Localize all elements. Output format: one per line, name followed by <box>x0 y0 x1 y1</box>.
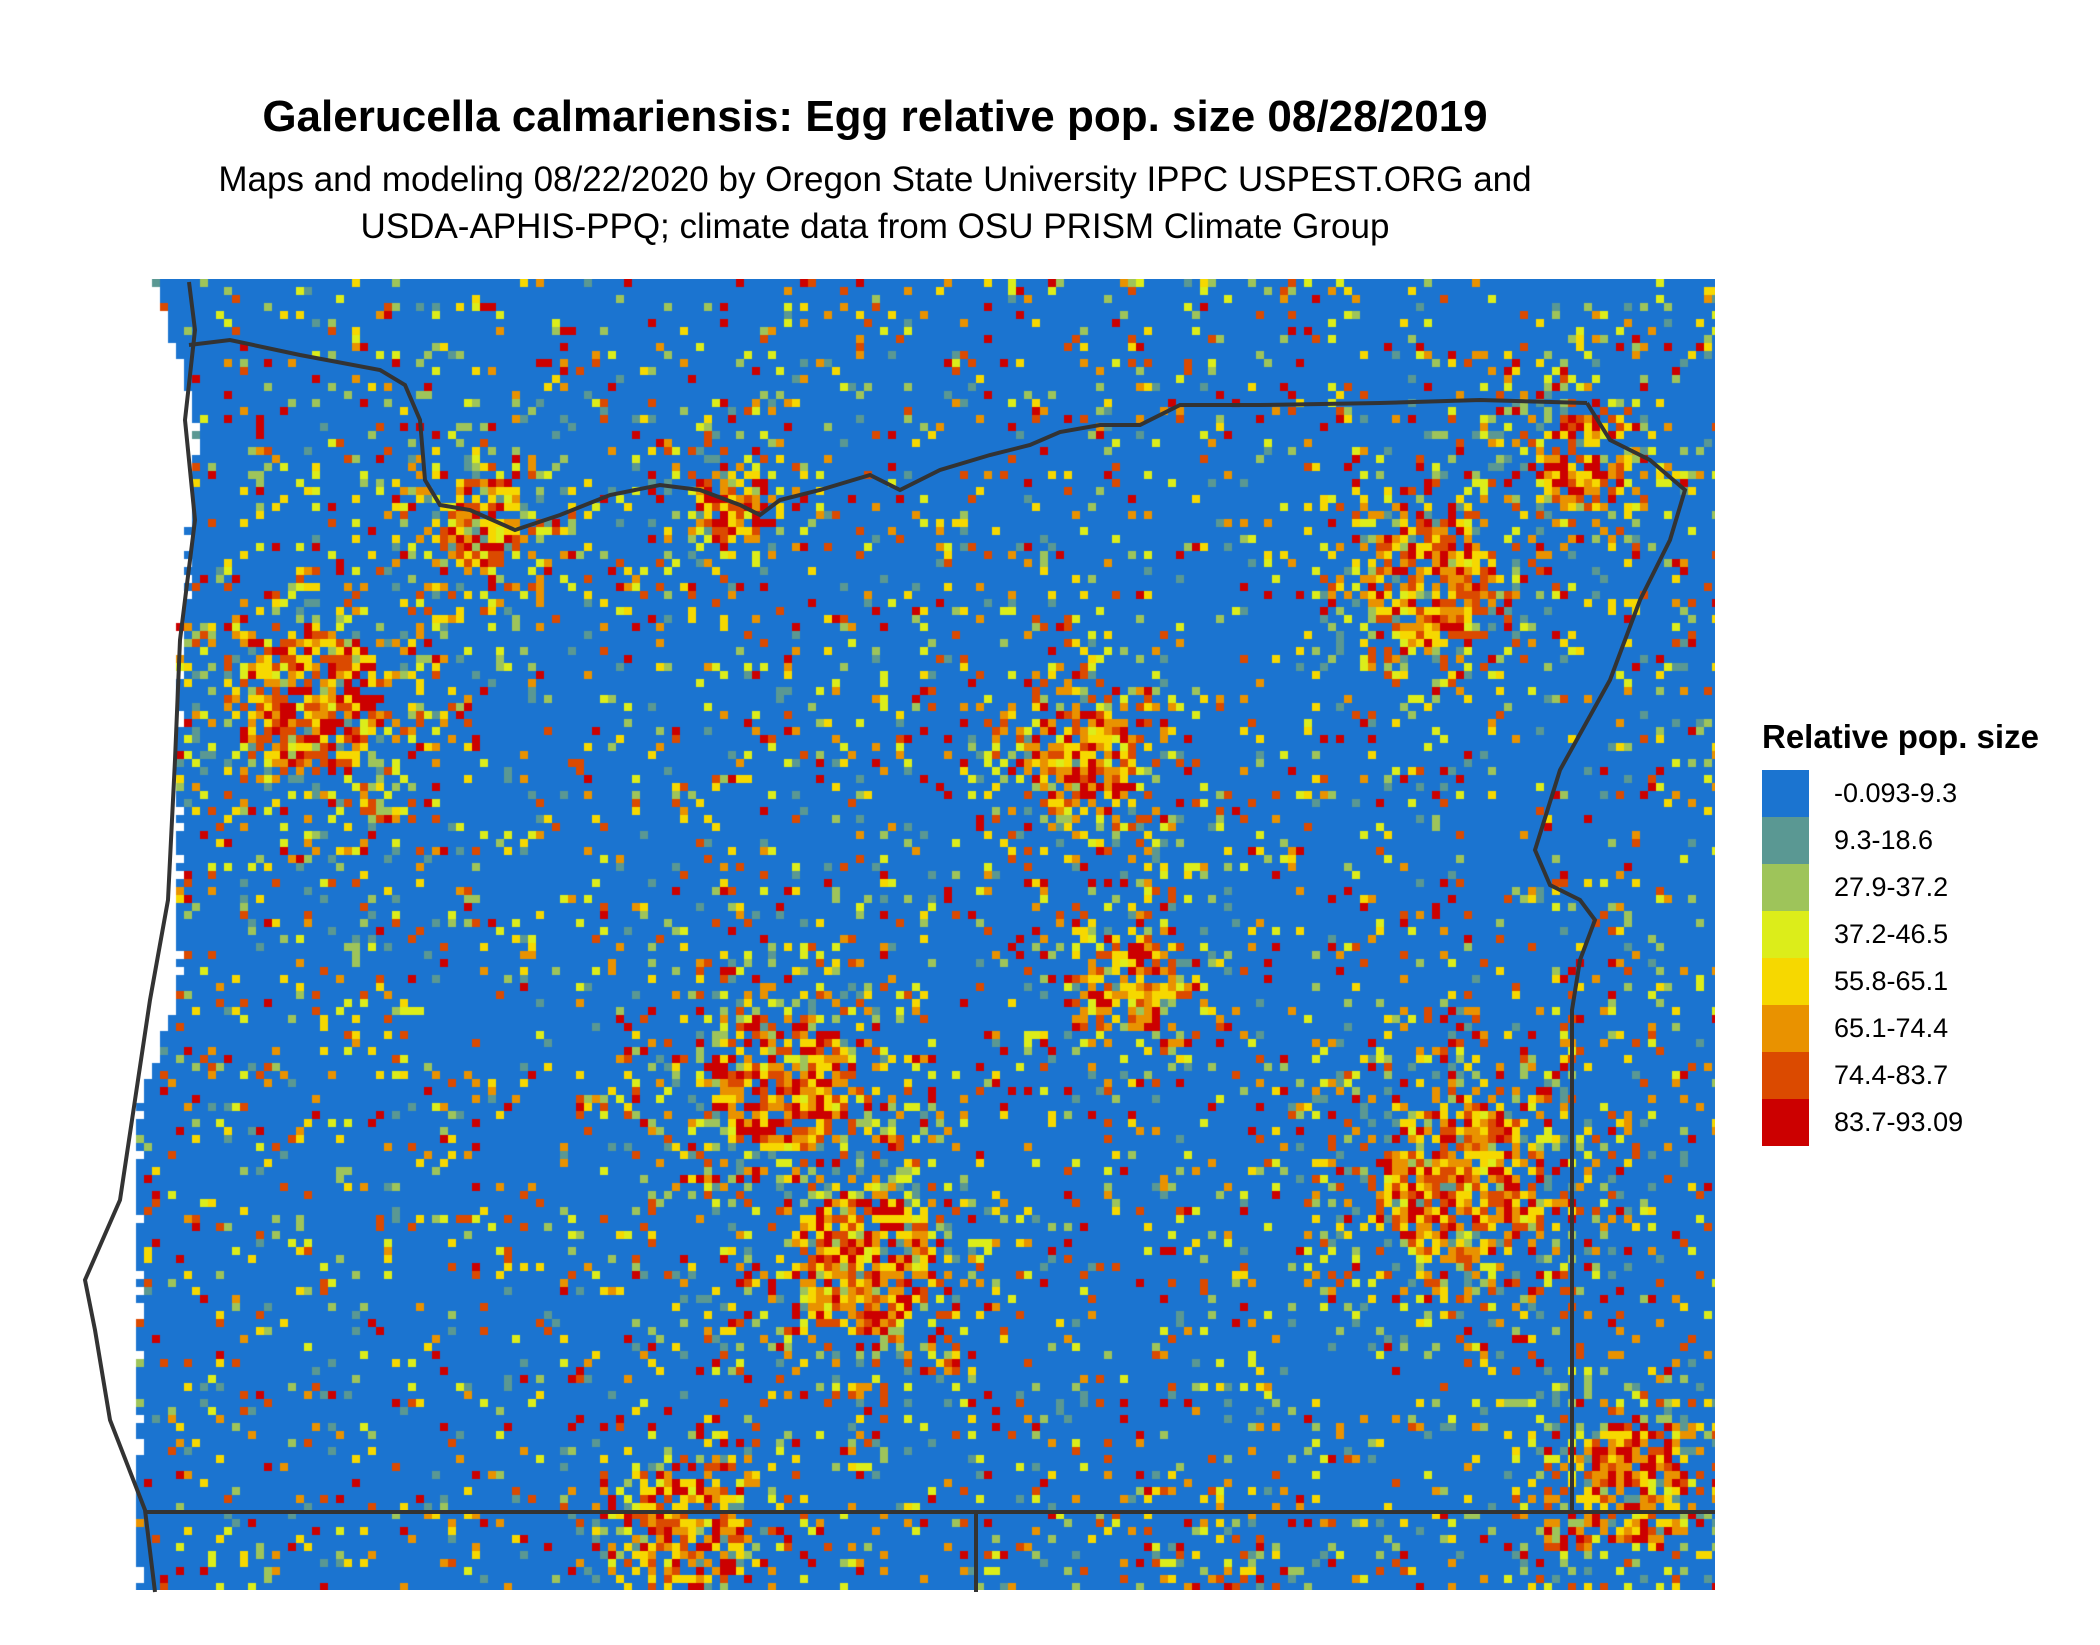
legend-label: 65.1-74.4 <box>1834 1013 1949 1043</box>
legend: Relative pop. size -0.093-9.3 9.3-18.6 27.… <box>1762 718 2039 1146</box>
legend-label: 55.8-65.1 <box>1834 966 1949 996</box>
legend-label: 27.9-37.2 <box>1834 872 1949 902</box>
legend-swatch <box>1762 1099 1809 1146</box>
legend-label: 9.3-18.6 <box>1834 825 1934 855</box>
map-title: Galerucella calmariensis: Egg relative p… <box>262 92 1488 141</box>
legend-swatch <box>1762 817 1809 864</box>
legend-label: 83.7-93.09 <box>1834 1107 1964 1137</box>
legend-item: 27.9-37.2 <box>1762 864 2039 911</box>
map-subtitle-line1: Maps and modeling 08/22/2020 by Oregon S… <box>218 160 1532 199</box>
legend-label: 37.2-46.5 <box>1834 919 1949 949</box>
legend-swatch <box>1762 864 1809 911</box>
legend-swatch <box>1762 911 1809 958</box>
legend-title: Relative pop. size <box>1762 718 2039 755</box>
raster-map <box>128 279 1715 1590</box>
idaho-oregon-border <box>1532 401 1688 1512</box>
coastline <box>82 281 198 1593</box>
legend-label: -0.093-9.3 <box>1834 778 1958 808</box>
legend-swatch <box>1762 1052 1809 1099</box>
legend-item: 65.1-74.4 <box>1762 1005 2039 1052</box>
legend-item: 55.8-65.1 <box>1762 958 2039 1005</box>
legend-swatch <box>1762 1005 1809 1052</box>
legend-item: 74.4-83.7 <box>1762 1052 2039 1099</box>
map-subtitle-line2: USDA-APHIS-PPQ; climate data from OSU PR… <box>360 207 1390 246</box>
legend-item: 83.7-93.09 <box>1762 1099 2039 1146</box>
legend-label: 74.4-83.7 <box>1834 1060 1949 1090</box>
legend-swatch <box>1762 770 1809 817</box>
legend-item: 9.3-18.6 <box>1762 817 2039 864</box>
legend-item: 37.2-46.5 <box>1762 911 2039 958</box>
washington-oregon-border <box>188 337 1588 533</box>
legend-swatch <box>1762 958 1809 1005</box>
legend-item: -0.093-9.3 <box>1762 770 2039 817</box>
